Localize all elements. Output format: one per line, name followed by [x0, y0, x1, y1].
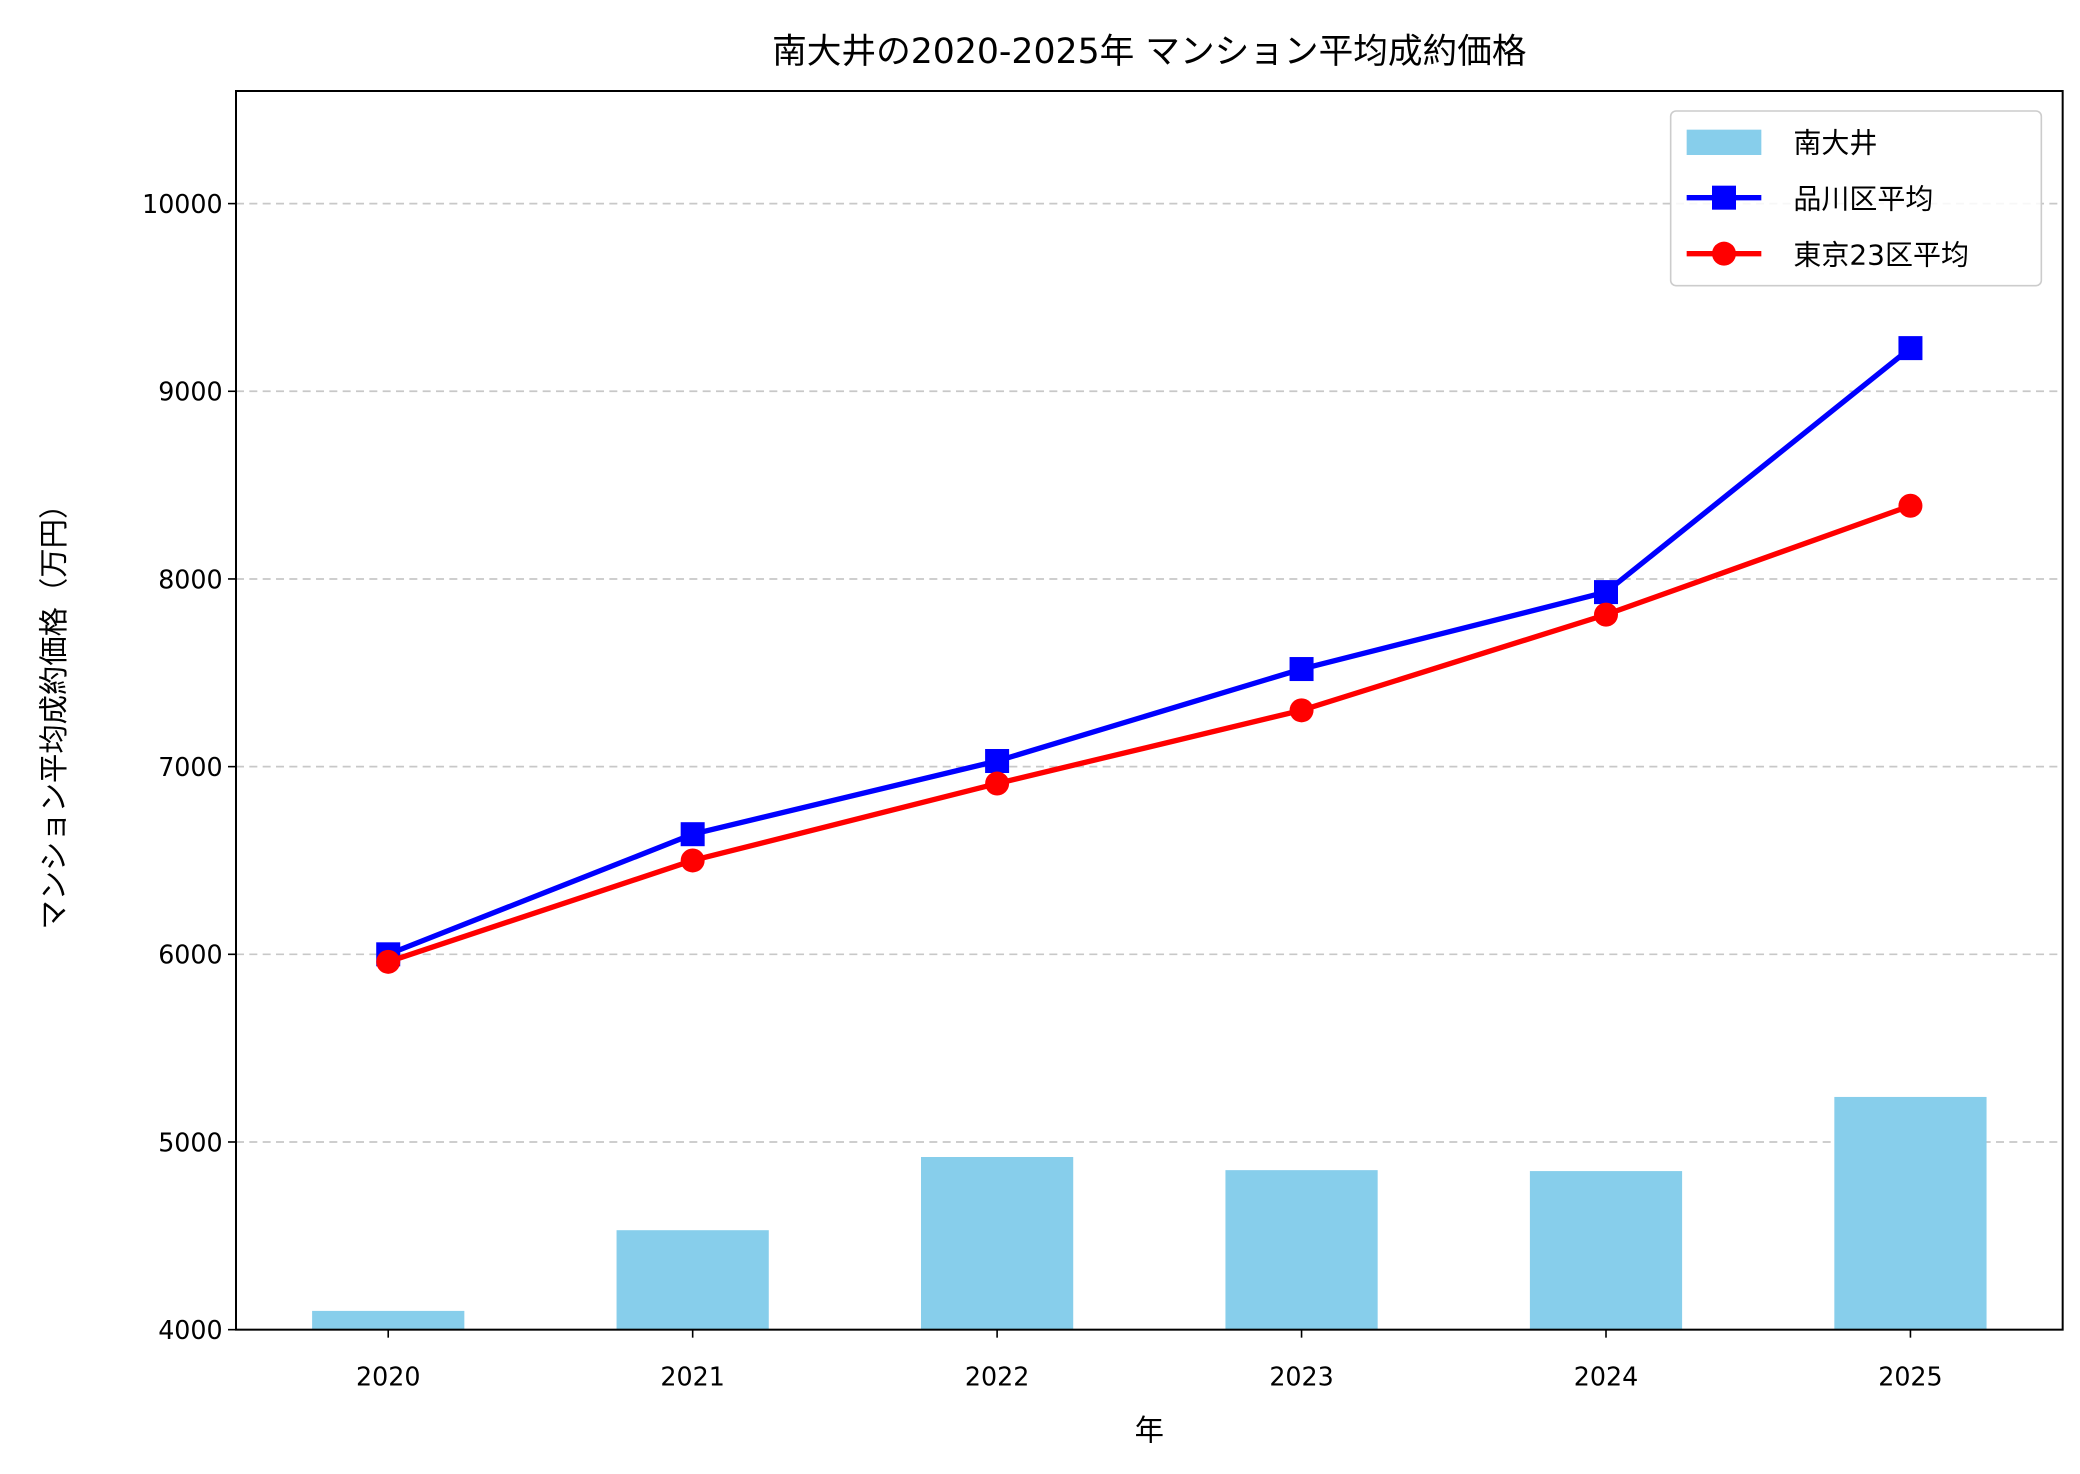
y-tick-label: 5000 — [158, 1127, 222, 1157]
legend-marker — [1712, 241, 1736, 266]
chart-title: 南大井の2020-2025年 マンション平均成約価格 — [772, 32, 1526, 72]
legend-label: 東京23区平均 — [1793, 238, 1969, 271]
y-tick-label: 8000 — [158, 564, 222, 594]
legend-label: 南大井 — [1793, 126, 1877, 159]
x-tick-label: 2024 — [1574, 1362, 1638, 1392]
data-point — [1289, 698, 1314, 723]
y-axis-label: マンション平均成約価格（万円） — [37, 490, 71, 930]
series-line — [387, 346, 1913, 957]
data-point — [1898, 336, 1923, 361]
data-point — [680, 822, 705, 847]
legend-swatch — [1686, 129, 1762, 155]
y-tick-label: 7000 — [158, 752, 222, 782]
legend-marker — [1712, 185, 1736, 210]
x-tick-label: 2021 — [660, 1362, 724, 1392]
y-tick-label: 6000 — [158, 940, 222, 970]
plot-frame — [235, 90, 2064, 1331]
bar — [616, 1230, 769, 1330]
bar — [312, 1310, 465, 1330]
x-tick-label: 2022 — [965, 1362, 1029, 1392]
data-point — [985, 771, 1010, 796]
data-point — [985, 749, 1010, 774]
bar — [1834, 1096, 1987, 1330]
legend-label: 品川区平均 — [1793, 182, 1933, 215]
data-point — [1594, 602, 1618, 627]
data-point — [1594, 580, 1618, 605]
bar — [1529, 1171, 1683, 1330]
data-point — [1898, 493, 1923, 518]
x-tick-label: 2023 — [1269, 1362, 1333, 1392]
x-tick-label: 2020 — [356, 1362, 420, 1392]
bar — [921, 1157, 1074, 1330]
y-tick-label: 10000 — [142, 189, 223, 219]
data-point — [680, 848, 705, 873]
y-tick-label: 4000 — [158, 1315, 222, 1345]
bar — [1225, 1170, 1378, 1330]
x-axis-label: 年 — [1135, 1413, 1164, 1447]
data-point — [376, 949, 401, 974]
series-line — [387, 503, 1912, 965]
y-tick-label: 9000 — [158, 377, 222, 407]
x-tick-label: 2025 — [1878, 1362, 1942, 1392]
data-point — [1289, 657, 1314, 682]
